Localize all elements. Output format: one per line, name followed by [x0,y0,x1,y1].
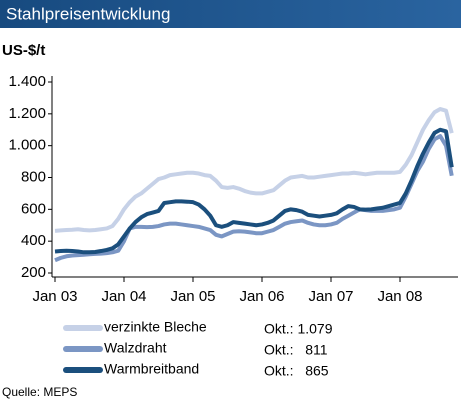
x-tick-label: Jan 06 [239,288,284,305]
legend-label: Warmbreitband [104,361,199,377]
x-tick-label: Jan 03 [32,288,77,305]
x-tick-label: Jan 08 [377,288,422,305]
y-tick-label: 1.400 [8,73,46,90]
x-tick-label: Jan 07 [308,288,353,305]
y-tick-label: 200 [21,264,46,281]
y-tick-label: 400 [21,232,46,249]
title-bar [0,0,461,28]
chart-title: Stahlpreisentwicklung [6,4,170,23]
series-line [54,134,454,263]
source: Quelle: MEPS [2,385,77,399]
x-tick-label: Jan 05 [170,288,215,305]
legend-latest: Okt.: 865 [264,363,329,379]
legend-label: verzinkte Bleche [104,319,207,335]
y-tick-label: 800 [21,168,46,185]
x-tick-label: Jan 04 [101,288,146,305]
series-line [54,127,454,255]
legend-latest: Okt.: 1.079 [264,321,333,337]
y-tick-label: 1.000 [8,137,46,154]
y-tick-label: 1.200 [8,105,46,122]
y-tick-label: 600 [21,200,46,217]
series-line [54,107,454,233]
legend-latest: Okt.: 811 [264,342,328,358]
y-axis-label: US-$/t [2,42,45,59]
legend-label: Walzdraht [104,340,167,356]
